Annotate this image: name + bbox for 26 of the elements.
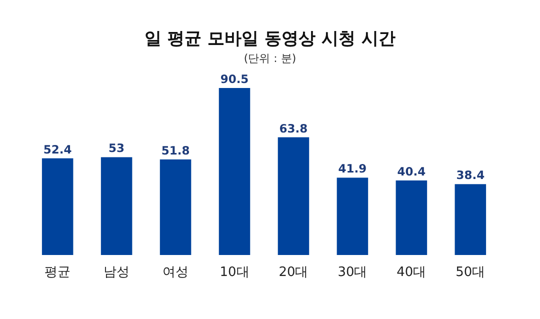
x-tick-label: 40대 [396, 265, 426, 280]
bar [396, 180, 428, 255]
x-tick-label: 50대 [456, 265, 486, 280]
bar [278, 137, 310, 255]
bar [42, 158, 74, 255]
chart-title: 일 평균 모바일 동영상 시청 시간 [144, 29, 396, 49]
bar [218, 88, 250, 255]
data-label: 51.8 [161, 143, 190, 158]
chart-subtitle: (단위 : 분) [244, 52, 296, 65]
bar [454, 184, 486, 255]
data-label: 63.8 [279, 121, 308, 136]
x-tick-label: 20대 [278, 265, 308, 280]
bar [160, 159, 192, 255]
x-tick-label: 여성 [162, 265, 189, 280]
x-tick-label: 10대 [220, 265, 250, 280]
x-tick-label: 남성 [104, 265, 130, 280]
data-label: 40.4 [397, 164, 426, 178]
data-label: 41.9 [338, 162, 367, 176]
x-tick-label: 평균 [44, 265, 71, 280]
data-label: 52.4 [43, 142, 72, 156]
bar [336, 178, 368, 255]
data-label: 90.5 [220, 72, 249, 86]
x-tick-label: 30대 [338, 265, 368, 280]
data-label: 38.4 [456, 168, 485, 182]
bar [100, 157, 132, 255]
data-label: 53 [108, 141, 125, 156]
